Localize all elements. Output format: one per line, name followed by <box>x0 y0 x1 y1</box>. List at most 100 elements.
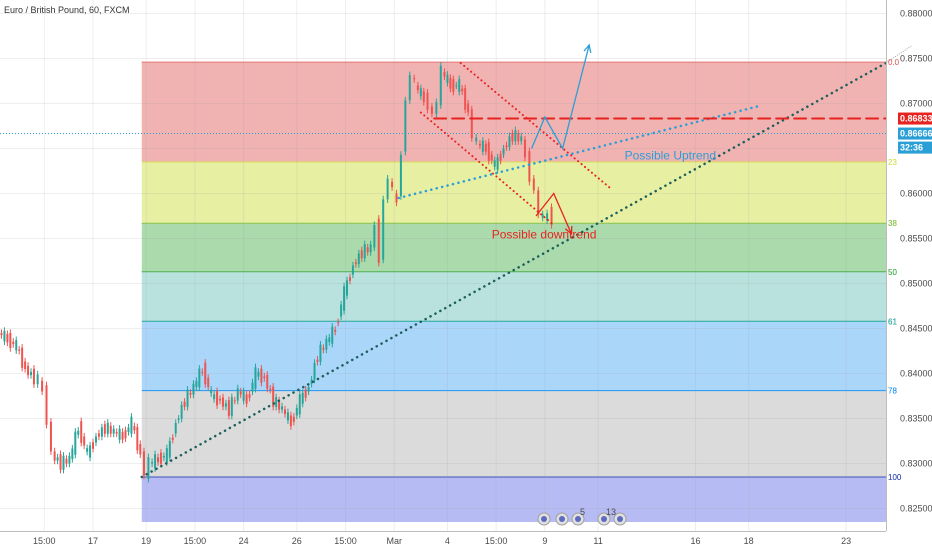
candle-body <box>6 334 9 343</box>
price-tag-label: 0.86666 <box>900 129 932 139</box>
candle-body <box>147 457 150 479</box>
candle-body <box>239 391 242 395</box>
candle-body <box>216 391 219 406</box>
drawing-tools[interactable] <box>140 43 914 479</box>
candle-body <box>151 462 154 464</box>
arrow-head <box>564 225 573 236</box>
candle-body <box>382 199 385 260</box>
candle-body <box>168 440 171 458</box>
candle-body <box>413 78 416 80</box>
price-tag-label: 32:36 <box>900 143 923 153</box>
y-tick-label: 0.82500 <box>900 504 932 514</box>
candle-body <box>245 394 248 404</box>
candle-body <box>165 448 168 463</box>
event-badge-count: 5 <box>580 507 585 517</box>
candle-body <box>360 250 363 259</box>
candle-body <box>278 400 281 410</box>
candle-body <box>461 88 464 92</box>
fib-level-label: 78 <box>888 387 897 396</box>
annotations[interactable]: Possible Uptrend Possible downtrend <box>492 148 716 241</box>
candle-body <box>496 157 499 170</box>
candle-body <box>399 154 402 197</box>
candle-body <box>248 394 251 398</box>
fib-level-label: 23 <box>888 158 897 167</box>
x-tick-label: 26 <box>292 536 302 546</box>
candle-body <box>514 130 517 142</box>
candle-body <box>186 389 189 407</box>
price-axis[interactable]: 0.880000.875000.870000.865000.860000.855… <box>886 0 932 550</box>
x-tick-label: 15:00 <box>33 536 56 546</box>
candle-body <box>59 454 62 470</box>
candle-body <box>546 213 549 221</box>
candle-body <box>467 103 470 113</box>
fib-zone <box>141 271 886 322</box>
candle-body <box>103 424 106 434</box>
candle-body <box>443 72 446 77</box>
fib-level-label: 0.0 <box>888 58 900 67</box>
x-tick-label: 15:00 <box>184 536 207 546</box>
candle-body <box>92 442 95 449</box>
y-tick-label: 0.87000 <box>900 99 932 109</box>
fib-zone <box>141 62 886 162</box>
x-tick-label: 19 <box>141 536 151 546</box>
candle-body <box>24 361 27 369</box>
candle-body <box>171 437 174 440</box>
price-tag-bg <box>898 127 932 140</box>
candle-body <box>275 397 278 407</box>
candle-body <box>298 394 301 415</box>
candle-body <box>56 457 59 461</box>
price-tag-label: 0.86833 <box>900 114 932 124</box>
candle-body <box>254 367 257 389</box>
candle-body <box>484 143 487 152</box>
candle-body <box>435 102 438 114</box>
candle-body <box>331 326 334 344</box>
event-badge-dot <box>559 516 565 522</box>
event-badges[interactable]: 5 13 <box>537 507 627 526</box>
candle-body <box>301 392 304 404</box>
candle-body <box>136 427 139 451</box>
candle-body <box>77 430 80 435</box>
grid <box>0 0 886 531</box>
candle-body <box>354 262 357 265</box>
candle-body <box>446 74 449 83</box>
candle-body <box>363 244 366 259</box>
candle-body <box>83 436 86 446</box>
candle-body <box>65 458 68 464</box>
time-axis[interactable]: 15:00 17 19 15:00 24 26 15:00 Mar 4 15:00 9 11 16 18 2… <box>0 531 886 547</box>
candle-body <box>112 428 115 434</box>
fibonacci-retracement[interactable]: 0.0 23 38 50 61 78 100 <box>141 58 902 522</box>
candle-body <box>224 403 227 407</box>
candle-body <box>493 160 496 167</box>
candle-body <box>292 416 295 422</box>
candle-body <box>464 88 467 110</box>
candle-body <box>455 85 458 87</box>
candle-body <box>45 385 48 425</box>
fib-zone <box>141 162 886 224</box>
y-tick-label: 0.84500 <box>900 324 932 334</box>
candle-body <box>351 265 354 275</box>
candle-body <box>377 218 380 263</box>
projection-arrow <box>535 192 573 235</box>
candle-body <box>386 178 389 200</box>
candle-body <box>511 133 514 142</box>
fib-level-label: 23 <box>888 158 897 167</box>
candle-body <box>183 401 186 407</box>
candle-body <box>221 397 224 407</box>
candle-body <box>266 374 269 389</box>
candle-body <box>89 445 92 458</box>
candle-body <box>41 380 44 392</box>
candle-body <box>478 144 481 146</box>
candle-body <box>130 416 133 434</box>
candle-body <box>313 362 316 380</box>
candle-body <box>124 430 127 439</box>
candle-body <box>505 145 508 148</box>
candle-body <box>62 455 65 470</box>
x-tick-label: 17 <box>88 536 98 546</box>
candle-body <box>180 404 183 419</box>
x-tick-label: 9 <box>542 536 547 546</box>
candle-body <box>207 378 210 387</box>
fib-level-label: 50 <box>888 268 897 277</box>
candle-body <box>458 79 461 92</box>
